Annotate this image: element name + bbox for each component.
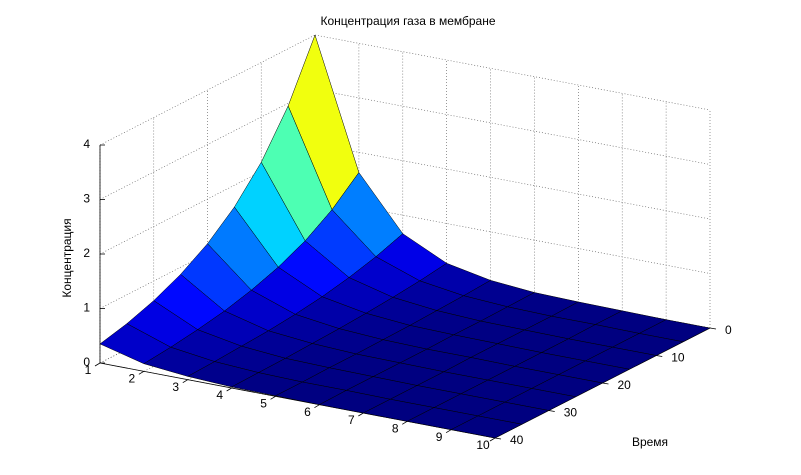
y-tick-label: 20 <box>618 378 632 392</box>
grid-line <box>314 34 711 111</box>
x-tick-label: 10 <box>476 438 490 452</box>
z-tick-label: 3 <box>83 192 90 206</box>
x-tick <box>138 370 145 375</box>
x-tick <box>182 379 188 384</box>
z-tick-label: 4 <box>83 137 90 151</box>
y-tick <box>602 382 609 385</box>
z-tick-label: 2 <box>83 246 90 260</box>
z-tick-label: 1 <box>83 301 90 315</box>
x-tick-label: 1 <box>85 363 92 377</box>
x-tick <box>445 429 452 434</box>
x-tick-label: 5 <box>260 397 267 411</box>
x-tick <box>270 395 276 400</box>
z-tick-label: 0 <box>83 355 90 369</box>
x-tick-label: 6 <box>304 405 311 419</box>
x-tick <box>94 362 101 367</box>
grid-line <box>314 89 711 165</box>
chart-title: Концентрация газа в мембране <box>320 14 495 28</box>
y-tick-label: 0 <box>725 323 732 337</box>
z-axis-label: Концентрация <box>60 218 74 297</box>
y-tick <box>709 327 717 330</box>
y-tick <box>548 410 555 412</box>
x-tick-label: 7 <box>348 413 355 427</box>
y-tick-label: 40 <box>510 433 524 447</box>
y-tick <box>494 437 502 440</box>
x-tick-label: 9 <box>436 430 443 444</box>
x-tick <box>314 404 320 409</box>
x-tick-label: 4 <box>216 388 223 402</box>
y-axis-label: Время <box>632 435 668 449</box>
x-tick-label: 8 <box>392 422 399 436</box>
x-tick <box>226 387 232 392</box>
grid-line <box>314 198 711 274</box>
y-tick-label: 30 <box>564 406 578 420</box>
x-tick <box>402 420 408 425</box>
y-tick-label: 10 <box>671 351 685 365</box>
x-tick-label: 2 <box>129 372 136 386</box>
surface-patch <box>450 415 523 439</box>
y-tick <box>656 355 663 357</box>
x-tick-label: 3 <box>172 380 179 394</box>
grid-line <box>99 34 316 146</box>
x-tick <box>358 412 364 417</box>
grid-line <box>314 143 711 220</box>
grid-line <box>99 89 316 200</box>
x-tick <box>489 437 496 442</box>
